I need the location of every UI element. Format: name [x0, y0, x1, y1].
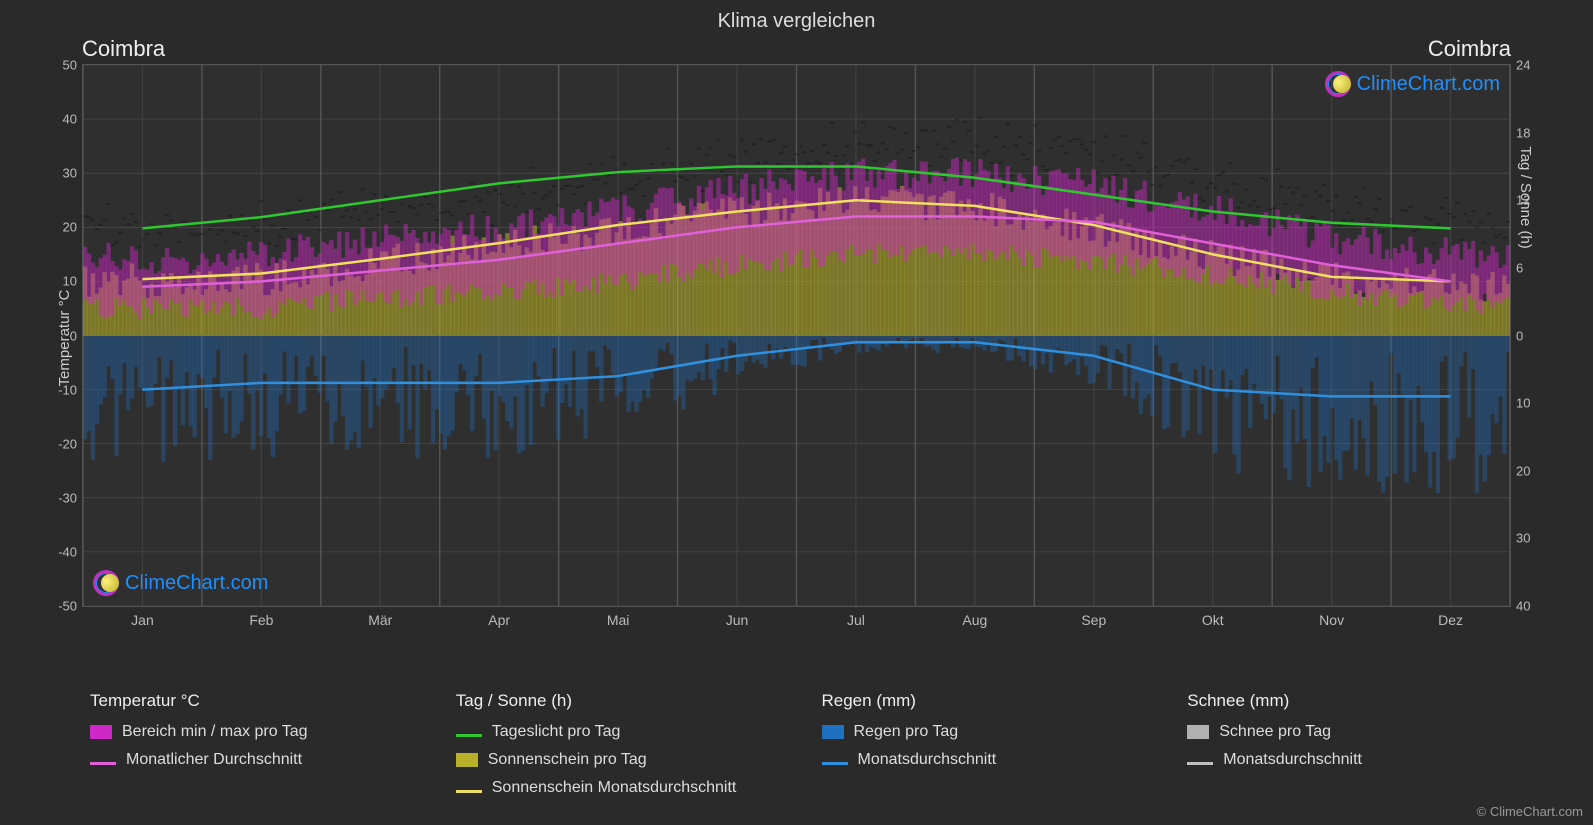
legend-swatch: [1187, 762, 1213, 765]
legend-swatch: [1187, 725, 1209, 739]
legend-swatch: [456, 753, 478, 767]
xtick: Nov: [1319, 612, 1344, 628]
ytick-right: 20: [1516, 463, 1530, 478]
legend-column: Tag / Sonne (h) Tageslicht pro Tag Sonnens…: [456, 691, 802, 807]
legend-item: Monatsdurchschnitt: [1187, 751, 1533, 769]
legend-label: Tageslicht pro Tag: [492, 723, 621, 741]
xtick: Aug: [962, 612, 987, 628]
ytick-right: 10: [1516, 396, 1530, 411]
xtick: Sep: [1081, 612, 1106, 628]
ytick-right: 18: [1516, 125, 1530, 140]
xtick: Jul: [847, 612, 865, 628]
ytick-left: 40: [63, 112, 77, 127]
location-right: Coimbra: [1428, 36, 1511, 62]
ytick-right: 40: [1516, 599, 1530, 614]
xtick: Mai: [607, 612, 630, 628]
chart-title: Klima vergleichen: [0, 0, 1593, 38]
plot-region: ClimeChart.com ClimeChart.com -50-40-30-…: [82, 64, 1511, 607]
legend-column: Schnee (mm) Schnee pro Tag Monatsdurchschn…: [1187, 691, 1533, 807]
legend-item: Tageslicht pro Tag: [456, 723, 802, 741]
ytick-left: 10: [63, 274, 77, 289]
xtick: Dez: [1438, 612, 1463, 628]
legend-column: Regen (mm) Regen pro Tag Monatsdurchschnit…: [822, 691, 1168, 807]
legend: Temperatur °C Bereich min / max pro Tag Mo…: [90, 691, 1533, 807]
legend-label: Bereich min / max pro Tag: [122, 723, 308, 741]
legend-swatch: [90, 725, 112, 739]
legend-item: Regen pro Tag: [822, 723, 1168, 741]
copyright: © ClimeChart.com: [1477, 804, 1583, 819]
ytick-right: 0: [1516, 328, 1523, 343]
legend-item: Schnee pro Tag: [1187, 723, 1533, 741]
legend-title: Temperatur °C: [90, 691, 436, 711]
ytick-left: -10: [58, 382, 77, 397]
ytick-left: -40: [58, 544, 77, 559]
legend-label: Schnee pro Tag: [1219, 723, 1331, 741]
legend-item: Monatlicher Durchschnitt: [90, 751, 436, 769]
xtick: Jan: [131, 612, 154, 628]
legend-label: Regen pro Tag: [854, 723, 959, 741]
ytick-left: -50: [58, 599, 77, 614]
legend-swatch: [822, 725, 844, 739]
legend-item: Sonnenschein pro Tag: [456, 751, 802, 769]
xtick: Jun: [726, 612, 749, 628]
legend-title: Tag / Sonne (h): [456, 691, 802, 711]
ytick-right: 12: [1516, 193, 1530, 208]
legend-label: Monatlicher Durchschnitt: [126, 751, 302, 769]
ytick-right: 30: [1516, 531, 1530, 546]
legend-swatch: [456, 734, 482, 737]
ytick-left: -20: [58, 436, 77, 451]
legend-swatch: [822, 762, 848, 765]
legend-item: Sonnenschein Monatsdurchschnitt: [456, 779, 802, 797]
ytick-left: 0: [70, 328, 77, 343]
legend-column: Temperatur °C Bereich min / max pro Tag Mo…: [90, 691, 436, 807]
ytick-right: 24: [1516, 58, 1530, 73]
xtick: Apr: [488, 612, 510, 628]
legend-label: Sonnenschein Monatsdurchschnitt: [492, 779, 737, 797]
ytick-right: 6: [1516, 260, 1523, 275]
legend-label: Monatsdurchschnitt: [1223, 751, 1362, 769]
ytick-left: 30: [63, 166, 77, 181]
ytick-left: 50: [63, 58, 77, 73]
chart-area: Coimbra Coimbra Temperatur °C Tag / Sonn…: [60, 40, 1533, 635]
legend-item: Monatsdurchschnitt: [822, 751, 1168, 769]
legend-label: Monatsdurchschnitt: [858, 751, 997, 769]
legend-title: Schnee (mm): [1187, 691, 1533, 711]
legend-title: Regen (mm): [822, 691, 1168, 711]
xtick: Mär: [368, 612, 392, 628]
xtick: Feb: [249, 612, 273, 628]
ytick-left: 20: [63, 220, 77, 235]
location-left: Coimbra: [82, 36, 165, 62]
legend-swatch: [90, 762, 116, 765]
xtick: Okt: [1202, 612, 1224, 628]
legend-label: Sonnenschein pro Tag: [488, 751, 647, 769]
legend-swatch: [456, 790, 482, 793]
ytick-left: -30: [58, 490, 77, 505]
legend-item: Bereich min / max pro Tag: [90, 723, 436, 741]
